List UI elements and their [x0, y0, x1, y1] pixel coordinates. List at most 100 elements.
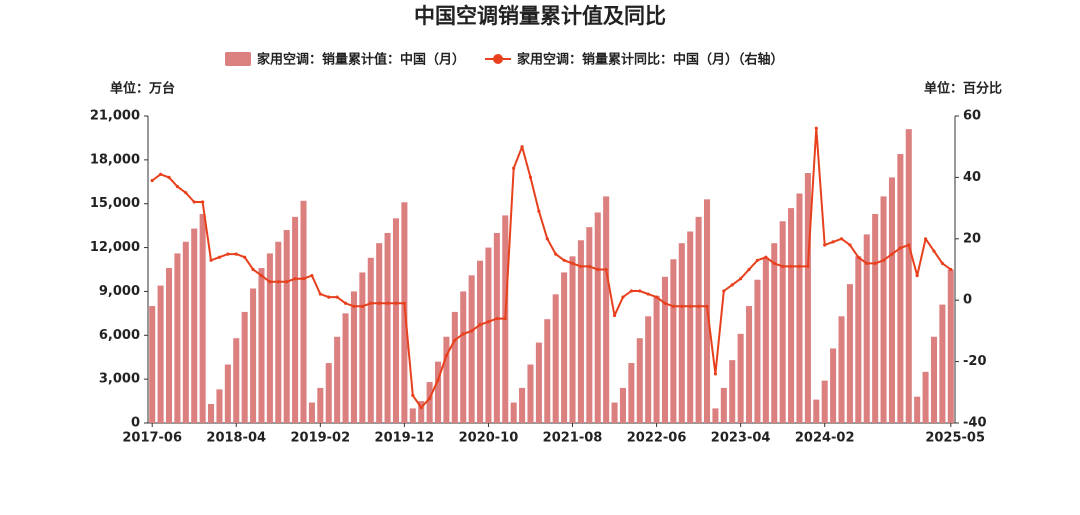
line-point — [385, 301, 390, 305]
x-tick-label: 2019-12 — [375, 431, 435, 446]
bar — [535, 342, 542, 423]
bar — [746, 306, 753, 423]
line-point — [839, 237, 844, 241]
line-point — [579, 264, 583, 269]
bar — [165, 268, 173, 423]
x-tick-label: 2025-05 — [925, 431, 985, 446]
bar — [443, 336, 450, 423]
line-point — [512, 166, 516, 170]
line-point — [201, 200, 205, 204]
bar — [418, 401, 425, 423]
bar — [922, 371, 929, 423]
line-point — [831, 240, 835, 244]
legend-label: 家用空调：销量累计同比：中国（月）（右轴） — [517, 52, 784, 68]
bar — [367, 257, 374, 423]
line-point — [192, 200, 196, 204]
bar — [510, 402, 517, 423]
line-point — [402, 301, 406, 305]
bar — [619, 387, 626, 423]
y-tick-label: 3,000 — [99, 372, 140, 387]
line-point — [470, 329, 474, 333]
line-point — [562, 258, 566, 262]
line-point — [428, 396, 432, 401]
line-point — [394, 301, 398, 305]
line-point — [814, 126, 818, 130]
bar — [241, 311, 248, 423]
bar — [451, 311, 458, 423]
line-point — [823, 243, 827, 247]
bar — [897, 154, 904, 423]
y-tick-label: 0 — [131, 416, 140, 431]
bar — [830, 348, 837, 423]
line-point — [621, 295, 625, 299]
bar — [460, 291, 467, 423]
bar — [519, 387, 526, 423]
line-point — [612, 313, 617, 318]
line-point — [327, 295, 331, 299]
line-point — [352, 304, 356, 308]
line-point — [545, 237, 549, 241]
line-point — [713, 372, 718, 376]
bar — [392, 218, 400, 423]
bar — [695, 216, 702, 423]
line-point — [301, 277, 306, 281]
bar — [888, 177, 895, 423]
bar — [712, 408, 719, 423]
line-point — [520, 145, 524, 149]
bar — [199, 213, 206, 423]
bar — [266, 253, 273, 423]
line-point — [226, 252, 230, 256]
bar — [729, 360, 736, 423]
y2-tick-label: 60 — [963, 109, 981, 124]
bar — [788, 208, 795, 423]
bar — [737, 333, 744, 423]
bar — [300, 200, 307, 423]
bar — [182, 241, 189, 423]
bar — [258, 268, 265, 423]
bar — [275, 241, 282, 423]
x-tick-label: 2024-02 — [795, 431, 855, 446]
bar — [645, 316, 652, 423]
line-point — [419, 406, 423, 410]
bar — [434, 361, 442, 423]
line-point — [932, 249, 936, 253]
line-point — [638, 289, 642, 293]
legend-label: 家用空调：销量累计值：中国（月） — [257, 52, 465, 68]
line-point — [755, 258, 760, 262]
line-point — [461, 332, 465, 336]
y-tick-label: 12,000 — [90, 240, 140, 255]
line-point — [159, 172, 163, 176]
line-point — [604, 267, 608, 272]
bar — [838, 316, 845, 423]
line-point — [915, 274, 919, 278]
line-point — [772, 261, 776, 265]
line-point — [436, 378, 440, 382]
line-point — [730, 283, 734, 287]
bar — [796, 193, 803, 423]
bar — [409, 408, 416, 423]
line-point — [243, 255, 247, 259]
bar — [334, 336, 341, 423]
line-point — [570, 261, 575, 265]
bar — [317, 387, 324, 423]
x-tick-label: 2019-02 — [290, 431, 350, 446]
y-tick-label: 21,000 — [90, 109, 140, 124]
bar — [636, 338, 643, 423]
line-point — [486, 320, 491, 324]
bar — [149, 306, 156, 423]
x-tick-label: 2020-10 — [459, 431, 519, 446]
line-point — [369, 301, 373, 305]
bar — [577, 240, 584, 423]
bar — [544, 319, 551, 423]
bar — [628, 363, 635, 423]
line-point — [688, 304, 692, 308]
x-tick-label: 2022-06 — [627, 431, 687, 446]
x-tick-label: 2021-08 — [543, 431, 603, 446]
line-point — [268, 280, 272, 284]
y-tick-label: 15,000 — [90, 196, 140, 211]
bar — [939, 304, 946, 423]
bar — [804, 173, 811, 423]
line-point — [444, 353, 449, 358]
bar — [250, 288, 257, 423]
y-unit: 单位：万台 — [110, 81, 175, 97]
